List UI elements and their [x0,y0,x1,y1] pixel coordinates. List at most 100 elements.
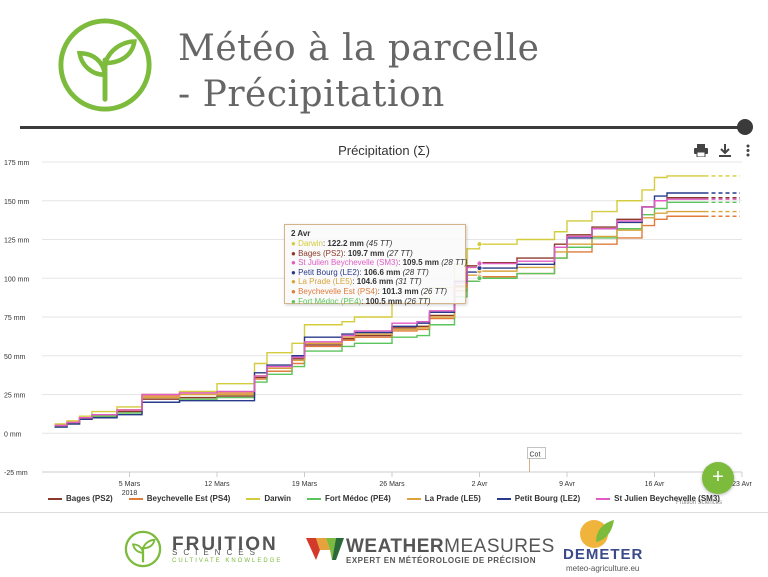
legend-swatch [406,497,421,500]
legend-swatch [307,497,321,500]
legend-item[interactable]: Darwin [246,494,291,503]
legend-item[interactable]: Beychevelle Est (PS4) [128,494,230,503]
legend-label: Darwin [264,494,291,503]
x-tick-label: 12 Mars [204,481,230,488]
tooltip-value: 109.5 mm [402,258,440,268]
legend-swatch [596,497,611,500]
legend-item[interactable]: Petit Bourg (LE2) [496,494,581,503]
tooltip-separator: : [361,296,366,306]
chart-container: Précipitation (Σ) [0,138,768,514]
footer-logos: FRUITION SCIENCES CULTIVATE KNOWLEDGE WE… [0,514,768,577]
legend-label: Bages (PS2) [66,494,113,503]
tooltip-series-name: Beychevelle Est (PS4) [298,286,378,296]
tooltip-series-name: Petit Bourg (LE2) [298,267,360,277]
y-tick-label: 175 mm [4,160,29,167]
y-tick-label: 0 mm [4,431,22,438]
tooltip-dot: ● [291,258,299,268]
header: Météo à la parcelle - Précipitation [0,0,768,140]
y-tick-label: 25 mm [4,393,26,400]
tooltip-row: ● Beychevelle Est (PS4): 101.3 mm (26 TT… [291,287,459,297]
add-fab-button[interactable]: + [702,462,734,494]
tooltip-value: 100.5 mm [365,296,403,306]
weathermeasures-name: WEATHERMEASURES [346,536,555,558]
legend-label: Petit Bourg (LE2) [514,494,581,503]
x-tick-label: 23 Avr [732,481,752,488]
hover-point [476,260,483,267]
tooltip-row: ● Bages (PS2): 109.7 mm (27 TT) [291,249,459,259]
y-tick-label: 150 mm [4,199,29,206]
demeter-url: meteo-agriculture.eu [566,564,640,573]
legend-label: Fort Médoc (PE4) [325,494,391,503]
legend-item[interactable]: Fort Médoc (PE4) [307,494,391,503]
x-tick-label: 5 Mars [119,481,141,488]
page-title-line-2: - Précipitation [178,74,445,115]
tooltip-row: ● Petit Bourg (LE2): 106.6 mm (28 TT) [291,268,459,278]
download-icon[interactable] [719,144,731,160]
x-tick-year: 2018 [122,490,138,497]
tooltip-row: ● St Julien Beychevelle (SM3): 109.5 mm … [291,258,467,268]
legend-swatch [496,497,511,500]
tooltip-dot: ● [291,267,299,277]
y-tick-label: 50 mm [4,354,26,361]
tooltip-count: (45 TT) [363,239,393,248]
legend-label: St Julien Beychevelle (SM3) [614,494,720,503]
tooltip-separator: : [343,248,348,258]
tooltip-row: ● La Prade (LE5): 104.6 mm (31 TT) [291,277,459,287]
weathermeasures-tagline: EXPERT EN MÉTÉOROLOGIE DE PRÉCISION [346,556,536,565]
weathermeasures-logo-icon [306,538,344,560]
tooltip-value: 104.6 mm [356,277,394,287]
tooltip-count: (31 TT) [393,277,422,287]
tooltip-count: (28 TT) [400,267,429,277]
y-tick-label: 125 mm [4,238,29,245]
tooltip-dot: ● [291,248,299,258]
tooltip-series-name: Bages (PS2) [298,248,344,258]
tooltip-series-name: La Prade (LE5) [298,277,353,287]
wm-name-a: WEATHER [346,536,445,557]
legend-swatch [48,497,63,500]
y-tick-label: 75 mm [4,315,26,322]
tooltip-value: 122.2 mm [327,239,364,248]
tooltip-value: 109.7 mm [347,248,385,258]
tooltip-row: ● Darwin: 122.2 mm (45 TT) [291,239,459,249]
legend-label: La Prade (LE5) [424,494,481,503]
tooltip-dot: ● [291,296,299,306]
chart-credit: Fruition Sciences [676,500,723,506]
annotation-box [527,447,546,459]
hover-point [476,241,483,248]
fruition-name: FRUITION [172,534,278,555]
tooltip-count: (27 TT) [384,248,413,258]
legend-swatch [128,497,143,500]
tooltip-title: 2 Avr [291,229,311,238]
tooltip-row: ● Fort Médoc (PE4): 100.5 mm (26 TT) [291,297,459,307]
printer-icon[interactable] [694,144,708,160]
hover-point [476,275,483,282]
y-tick-label: -25 mm [4,470,28,477]
sprout-logo-icon [58,18,152,112]
chart-legend: Bages (PS2) Beychevelle Est (PS4) Darwin Fo… [0,494,768,503]
series-line [54,198,705,427]
tooltip-dot: ● [291,239,299,248]
x-tick-label: 16 Avr [645,481,665,488]
tooltip-separator: : [377,286,383,296]
divider-dot [737,119,753,135]
demeter-name: DEMETER [563,546,644,563]
legend-item[interactable]: St Julien Beychevelle (SM3) [596,494,720,503]
x-tick-label: 9 Avr [559,481,575,488]
y-tick-label: 100 mm [4,276,29,283]
x-tick-label: 26 Mars [379,481,405,488]
tooltip-dot: ● [291,277,299,287]
legend-swatch [246,497,261,500]
wm-name-b: MEASURES [444,536,555,557]
x-tick-label: 19 Mars [292,481,318,488]
tooltip-series-name: St Julien Beychevelle (SM3) [298,258,399,268]
tooltip-separator: : [359,267,364,277]
x-tick-label: 2 Avr [472,481,488,488]
annotation-label: Cot [530,452,541,459]
tooltip-separator: : [398,258,403,268]
legend-item[interactable]: La Prade (LE5) [406,494,481,503]
legend-item[interactable]: Bages (PS2) [48,494,113,503]
tooltip-value: 101.3 mm [382,286,419,296]
kebab-menu-icon[interactable] [746,144,750,160]
tooltip-separator: : [322,239,328,248]
chart-title: Précipitation (Σ) [338,143,430,158]
